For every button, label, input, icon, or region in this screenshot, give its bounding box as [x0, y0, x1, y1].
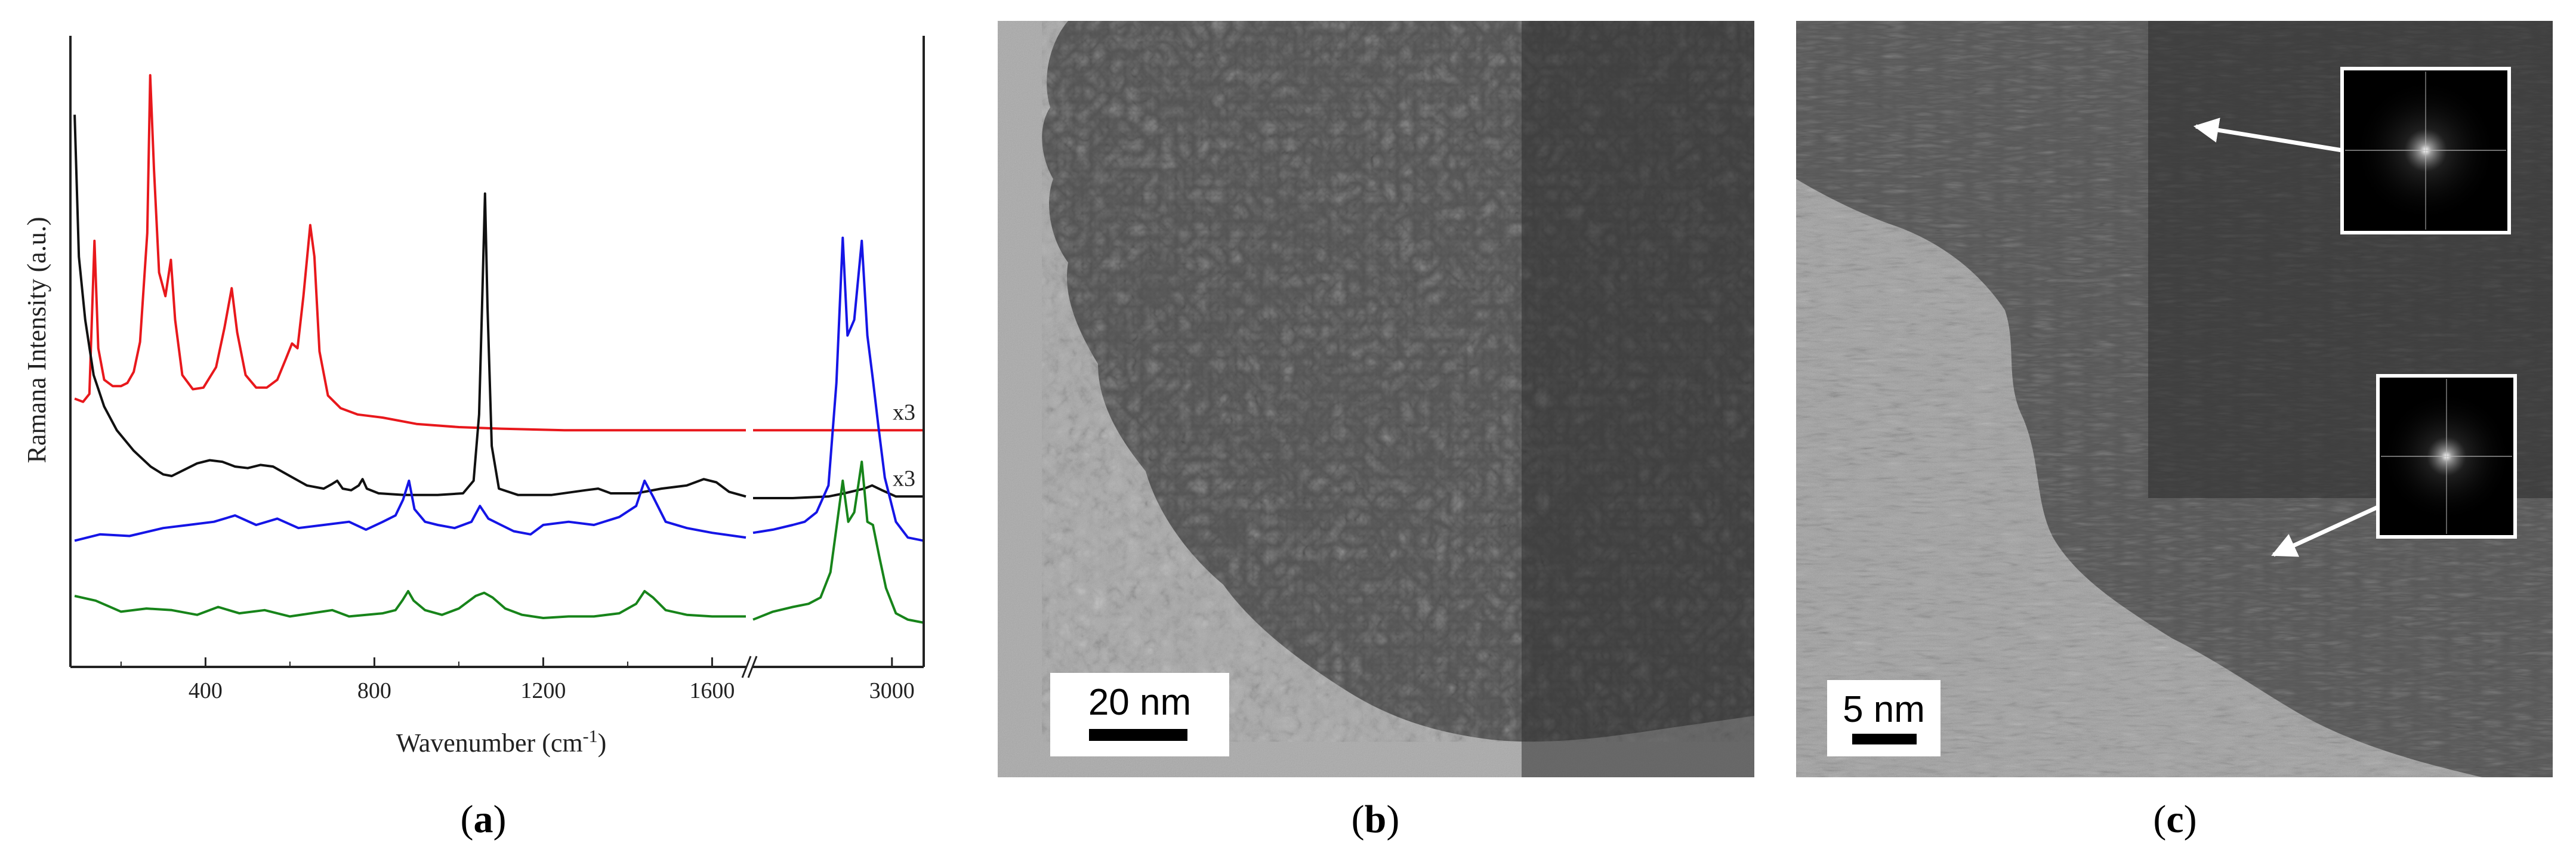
- panel-label-b: (b): [1352, 798, 1400, 841]
- series-0-line-low: [74, 74, 746, 432]
- svg-text:20 nm: 20 nm: [1088, 682, 1191, 723]
- x-axis: 400 800 1200 1600 3000: [69, 36, 925, 703]
- arrow-bottom: [2271, 505, 2379, 557]
- series-0-multiplier: x3: [893, 400, 915, 425]
- arrow-top: [2193, 118, 2343, 153]
- series-1-multiplier: x3: [893, 466, 915, 491]
- axis-break-mark-2: [747, 656, 758, 678]
- fft-inset-bottom: [2376, 374, 2517, 539]
- series-3-line-high: [752, 461, 924, 624]
- series-1-line-low: [73, 115, 746, 498]
- fft-inset-top: [2340, 67, 2511, 234]
- series-3-line-low: [74, 590, 746, 619]
- scale-bar-c: 5 nm: [1827, 680, 1941, 756]
- x-tick-label-1600: 1600: [689, 678, 735, 703]
- x-tick-label-800: 800: [357, 678, 391, 703]
- x-tick-label-400: 400: [189, 678, 223, 703]
- x-tick-label-3000: 3000: [869, 678, 915, 703]
- raman-chart: x3 x3 400 800 1200 1600 3000 Ramana Intensity…: [22, 36, 925, 758]
- hrtem-image-c: 5 nm: [1796, 21, 2553, 777]
- plot-lines: x3 x3: [73, 74, 924, 624]
- x-axis-title: Wavenumber (cm-1): [396, 727, 607, 758]
- panel-label-a: (a): [461, 798, 507, 841]
- x-tick-label-1200: 1200: [520, 678, 566, 703]
- y-axis-title: Ramana Intensity (a.u.): [22, 217, 51, 464]
- tem-image-b: 20 nm: [998, 21, 1754, 777]
- axis-break-mark-1: [741, 656, 752, 678]
- scale-bar-b: 20 nm: [1050, 673, 1229, 756]
- panel-label-c: (c): [2153, 798, 2196, 841]
- series-2-line-low: [74, 479, 746, 542]
- series-2-line-high: [752, 236, 924, 542]
- svg-text:5 nm: 5 nm: [1843, 689, 1925, 730]
